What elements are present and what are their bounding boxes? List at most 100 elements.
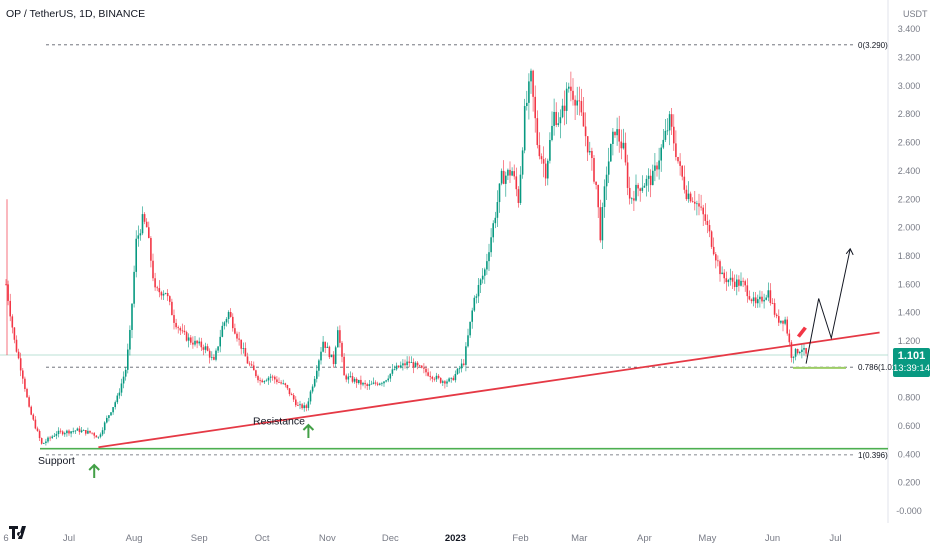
candle-body <box>591 151 593 159</box>
candle-body <box>227 312 230 320</box>
candle-body <box>584 126 587 137</box>
candle-body <box>64 433 66 435</box>
candle-body <box>595 181 597 185</box>
candle-body <box>729 277 732 280</box>
candle-body <box>215 350 217 360</box>
candle-body <box>679 161 681 166</box>
candle-body <box>158 288 161 293</box>
candle-body <box>45 441 47 443</box>
candle-body <box>106 417 108 423</box>
candle-body <box>544 163 547 179</box>
candle-body <box>521 150 524 175</box>
candle-body <box>557 123 560 125</box>
candle-body <box>103 422 106 431</box>
x-tick-label: Sep <box>191 533 208 544</box>
candle-body <box>746 285 749 297</box>
candle-body <box>511 171 513 176</box>
candle-body <box>599 207 602 241</box>
candle-body <box>345 375 347 380</box>
candle-body <box>223 322 226 326</box>
y-tick-label: 2.200 <box>898 194 921 204</box>
candle-body <box>171 301 173 316</box>
candle-body <box>17 351 20 359</box>
candle-body <box>622 142 625 149</box>
candle-body <box>309 391 312 402</box>
candle-body <box>801 349 803 353</box>
candle-body <box>263 381 266 383</box>
candle-body <box>568 86 570 89</box>
candle-body <box>790 342 793 358</box>
candle-body <box>647 175 650 179</box>
candle-body <box>400 365 402 368</box>
candle-body <box>271 376 274 378</box>
x-tick-label: Jul <box>63 533 75 544</box>
candle-body <box>339 330 341 343</box>
candle-body <box>391 369 394 374</box>
candle-body <box>607 161 610 175</box>
tradingview-logo-icon[interactable] <box>8 523 32 541</box>
candle-body <box>150 238 152 261</box>
candle-body <box>433 378 436 380</box>
y-tick-label: 1.200 <box>898 336 921 346</box>
candle-body <box>631 198 633 200</box>
candle-body <box>578 100 581 102</box>
candle-body <box>269 376 272 378</box>
candle-body <box>488 252 490 262</box>
candle-body <box>547 160 549 179</box>
candle-body <box>152 260 154 279</box>
candle-body <box>374 382 377 384</box>
candle-body <box>794 348 797 357</box>
candle-body <box>259 380 261 382</box>
candle-body <box>463 363 465 365</box>
candle-body <box>456 368 459 375</box>
candle-body <box>99 434 102 437</box>
candle-body <box>723 272 725 279</box>
candle-body <box>442 381 444 383</box>
candle-body <box>752 297 755 302</box>
y-tick-label: 3.200 <box>898 53 921 63</box>
candle-body <box>332 354 335 365</box>
candle-body <box>479 279 482 286</box>
candle-body <box>280 382 282 384</box>
candle-body <box>278 382 280 383</box>
candle-body <box>404 363 406 366</box>
candle-body <box>139 233 142 236</box>
candle-body <box>637 184 639 189</box>
candle-body <box>532 70 534 97</box>
x-tick-label: May <box>698 533 716 544</box>
candle-body <box>423 367 425 369</box>
candle-body <box>248 363 251 365</box>
candle-body <box>452 377 455 381</box>
candle-body <box>135 238 137 272</box>
candle-body <box>465 346 467 365</box>
candle-body <box>561 105 564 118</box>
candle-body <box>670 114 673 127</box>
candle-body <box>448 378 450 382</box>
candle-body <box>242 348 245 349</box>
candle-body <box>320 351 322 361</box>
candle-body <box>143 214 146 222</box>
candle-body <box>370 383 373 385</box>
candle-body <box>574 99 576 106</box>
candle-body <box>610 143 612 162</box>
candle-body <box>765 297 767 300</box>
x-tick-label: Apr <box>637 533 652 544</box>
candle-body <box>702 207 704 215</box>
candle-body <box>299 404 301 406</box>
candle-body <box>502 170 505 184</box>
candle-body <box>187 337 190 341</box>
candle-body <box>439 377 442 383</box>
y-tick-label: 0.800 <box>898 393 921 403</box>
candle-body <box>696 203 698 205</box>
candle-body <box>87 430 89 434</box>
candle-body <box>114 402 116 408</box>
candle-body <box>368 384 371 386</box>
fib-level-label: 0.786(1.015) <box>858 363 904 372</box>
candle-body <box>597 184 599 208</box>
candle-body <box>792 356 795 358</box>
candle-body <box>780 320 782 323</box>
x-tick-label: Dec <box>382 533 399 544</box>
candle-body <box>677 157 679 162</box>
